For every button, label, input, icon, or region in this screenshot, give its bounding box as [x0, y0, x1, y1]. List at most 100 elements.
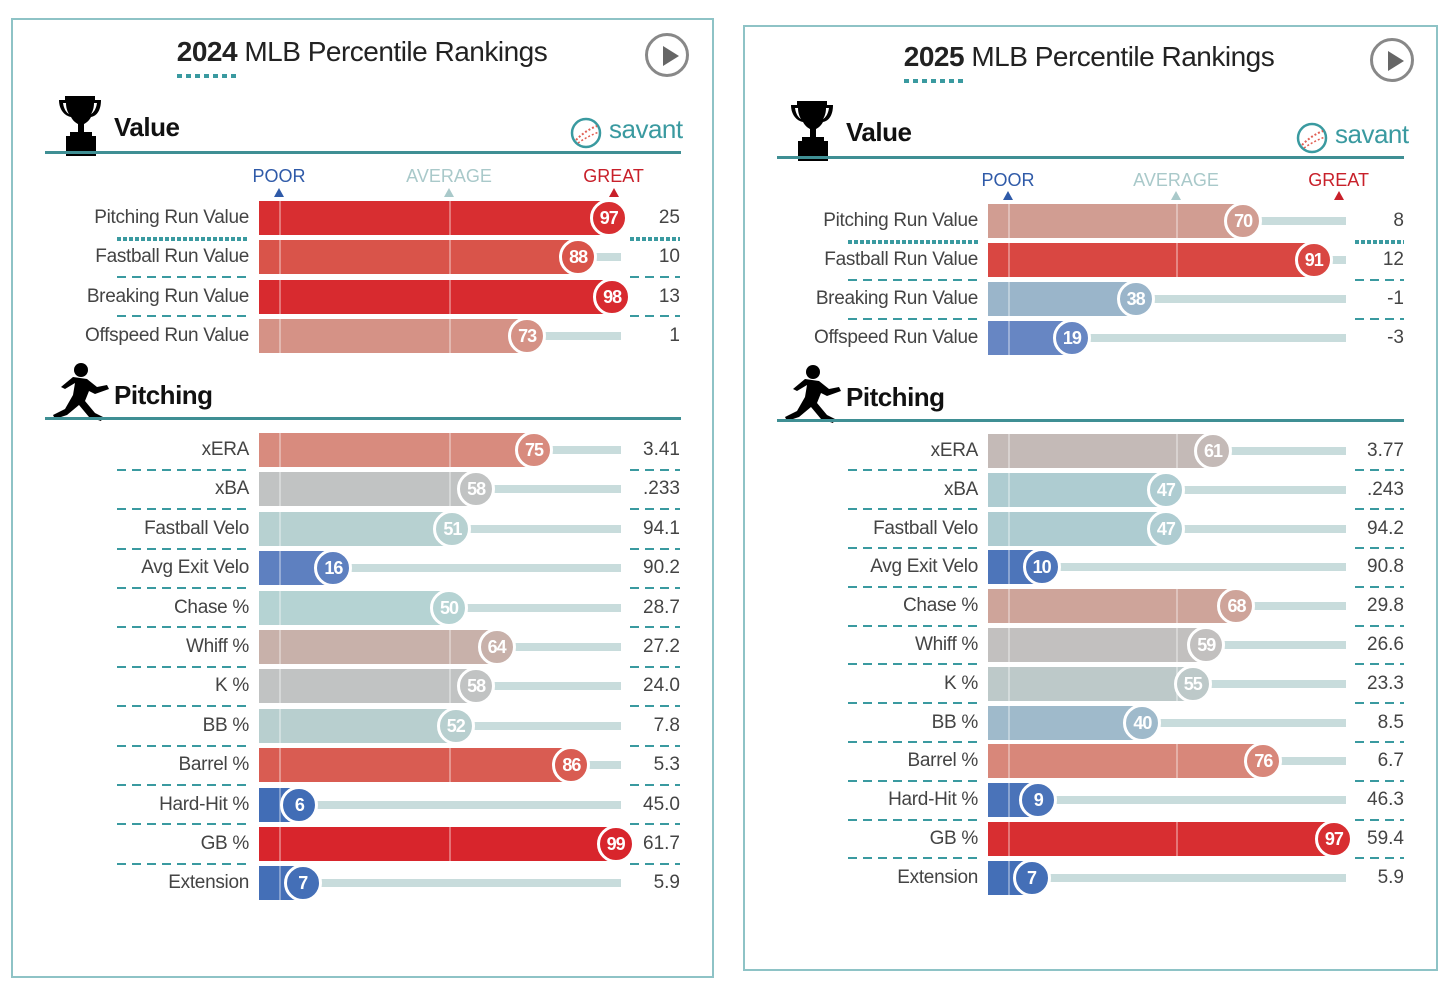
percentile-badge[interactable]: 76 [1244, 742, 1283, 781]
play-button[interactable] [645, 33, 689, 77]
percentile-badge[interactable]: 58 [457, 667, 496, 706]
metric-label: xBA [944, 478, 978, 500]
percentile-bar[interactable] [259, 748, 572, 783]
percentile-badge[interactable]: 6 [280, 785, 319, 824]
percentile-bar[interactable] [259, 669, 477, 704]
percentile-badge[interactable]: 88 [559, 238, 598, 277]
percentile-bar[interactable] [988, 204, 1244, 238]
gridline [279, 787, 281, 822]
panel-title: 2024 MLB Percentile Rankings [177, 36, 548, 68]
percentile-badge[interactable]: 99 [596, 825, 635, 863]
gridline [449, 201, 451, 235]
percentile-bar[interactable] [259, 240, 579, 275]
metric-label: Chase % [174, 596, 249, 618]
percentile-badge[interactable]: 9 [1019, 781, 1058, 820]
percentile-badge[interactable]: 98 [593, 277, 632, 316]
percentile-badge[interactable]: 86 [552, 746, 591, 785]
section-title-pitching: Pitching [114, 380, 213, 410]
percentile-bar[interactable] [988, 666, 1193, 701]
play-button[interactable] [1370, 38, 1414, 82]
percentile-badge[interactable]: 7 [1012, 858, 1051, 897]
percentile-bar[interactable] [988, 511, 1166, 546]
percentile-badge[interactable]: 47 [1146, 470, 1185, 509]
percentile-bar[interactable] [988, 744, 1264, 779]
percentile-badge[interactable]: 97 [589, 199, 628, 237]
percentile-badge[interactable]: 19 [1052, 319, 1091, 357]
percentile-bar[interactable] [259, 472, 477, 507]
metric-label: Whiff % [914, 634, 978, 655]
gridline [1008, 822, 1010, 856]
row-separator [117, 744, 249, 747]
scale-label-poor: POOR [981, 170, 1035, 190]
percentile-badge[interactable]: 68 [1217, 587, 1256, 626]
metric-value: 28.7 [643, 596, 680, 618]
row-separator [630, 705, 680, 708]
metric-value: 29.8 [1367, 595, 1404, 617]
panel-2025 [743, 25, 1438, 971]
percentile-bar[interactable] [259, 433, 534, 467]
percentile-track [988, 563, 1346, 572]
percentile-bar[interactable] [988, 472, 1166, 507]
percentile-bar[interactable] [988, 282, 1136, 316]
percentile-badge[interactable]: 40 [1123, 703, 1162, 742]
percentile-bar[interactable] [988, 243, 1314, 277]
metric-label: Fastball Velo [873, 517, 978, 539]
percentile-bar[interactable] [988, 589, 1237, 624]
percentile-badge[interactable]: 7 [283, 864, 322, 903]
percentile-badge[interactable]: 73 [508, 316, 547, 355]
gridline [1008, 860, 1010, 895]
percentile-badge[interactable]: 70 [1224, 202, 1263, 240]
percentile-badge[interactable]: 51 [433, 509, 472, 548]
gridline [279, 551, 281, 586]
percentile-bar[interactable] [259, 708, 456, 743]
savant-logo: savant [1296, 119, 1409, 155]
percentile-badge[interactable]: 10 [1022, 548, 1061, 587]
percentile-bar[interactable] [988, 628, 1207, 662]
row-separator [848, 585, 978, 588]
metric-value: 46.3 [1367, 789, 1404, 811]
row-separator [117, 783, 249, 786]
metric-label: Barrel % [178, 754, 250, 776]
gridline [449, 630, 451, 664]
metric-label: Offspeed Run Value [814, 327, 978, 348]
metric-label: Avg Exit Velo [141, 557, 249, 579]
gridline [1008, 472, 1010, 507]
row-separator [848, 741, 978, 743]
percentile-bar[interactable] [259, 201, 609, 235]
percentile-bar[interactable] [259, 630, 497, 664]
gridline [1008, 628, 1010, 662]
percentile-badge[interactable]: 64 [477, 628, 516, 666]
gridline [1008, 243, 1010, 277]
row-separator [630, 586, 680, 589]
percentile-badge[interactable]: 97 [1314, 820, 1353, 858]
percentile-bar[interactable] [259, 279, 613, 314]
scale-marker-average [1171, 191, 1181, 200]
metric-label: Breaking Run Value [86, 285, 249, 307]
metric-label: BB % [931, 711, 979, 733]
gridline [1176, 628, 1178, 662]
metric-value: 6.7 [1377, 750, 1404, 772]
metric-label: Hard-Hit % [888, 789, 978, 811]
percentile-badge[interactable]: 59 [1187, 626, 1226, 664]
percentile-bar[interactable] [988, 822, 1334, 856]
percentile-badge[interactable]: 50 [430, 588, 468, 627]
percentile-badge[interactable]: 38 [1116, 280, 1155, 318]
percentile-bar[interactable] [259, 827, 616, 861]
percentile-bar[interactable] [259, 590, 449, 625]
percentile-bar[interactable] [259, 318, 528, 353]
row-separator [630, 236, 680, 241]
percentile-bar[interactable] [988, 705, 1143, 740]
percentile-badge[interactable]: 58 [457, 470, 496, 509]
percentile-badge[interactable]: 91 [1294, 241, 1333, 279]
percentile-badge[interactable]: 75 [515, 431, 553, 469]
gridline [1008, 434, 1010, 468]
percentile-bar[interactable] [988, 434, 1213, 468]
percentile-badge[interactable]: 61 [1193, 432, 1232, 470]
percentile-badge[interactable]: 16 [314, 549, 353, 588]
percentile-badge[interactable]: 47 [1146, 509, 1185, 548]
row-separator [848, 469, 978, 472]
percentile-badge[interactable]: 55 [1173, 664, 1212, 703]
percentile-badge[interactable]: 52 [436, 706, 475, 745]
row-separator [1355, 702, 1404, 705]
percentile-bar[interactable] [259, 511, 453, 546]
